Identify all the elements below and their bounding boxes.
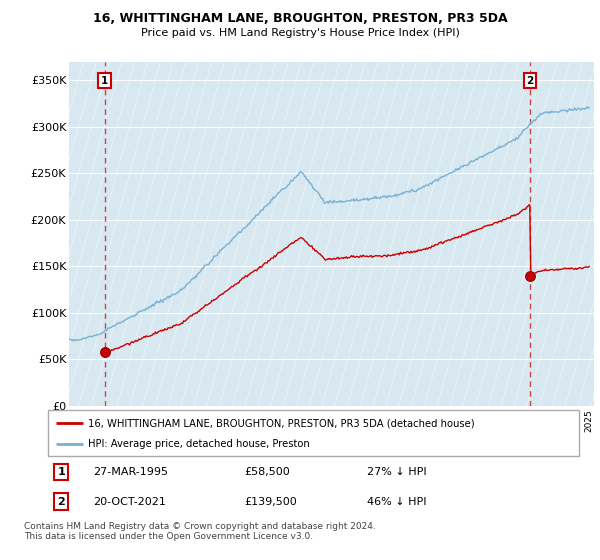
Text: 1: 1 [101,76,109,86]
Text: 2: 2 [526,76,533,86]
Text: 2: 2 [58,497,65,507]
Text: 16, WHITTINGHAM LANE, BROUGHTON, PRESTON, PR3 5DA: 16, WHITTINGHAM LANE, BROUGHTON, PRESTON… [92,12,508,25]
Text: £58,500: £58,500 [244,467,290,477]
Text: 16, WHITTINGHAM LANE, BROUGHTON, PRESTON, PR3 5DA (detached house): 16, WHITTINGHAM LANE, BROUGHTON, PRESTON… [88,418,475,428]
Text: 27% ↓ HPI: 27% ↓ HPI [367,467,426,477]
Text: £139,500: £139,500 [244,497,297,507]
Text: 1: 1 [58,467,65,477]
Text: Price paid vs. HM Land Registry's House Price Index (HPI): Price paid vs. HM Land Registry's House … [140,28,460,38]
Text: Contains HM Land Registry data © Crown copyright and database right 2024.
This d: Contains HM Land Registry data © Crown c… [24,522,376,542]
Text: 20-OCT-2021: 20-OCT-2021 [93,497,166,507]
Text: HPI: Average price, detached house, Preston: HPI: Average price, detached house, Pres… [88,438,310,449]
Text: 27-MAR-1995: 27-MAR-1995 [93,467,168,477]
Text: 46% ↓ HPI: 46% ↓ HPI [367,497,426,507]
FancyBboxPatch shape [48,410,579,456]
